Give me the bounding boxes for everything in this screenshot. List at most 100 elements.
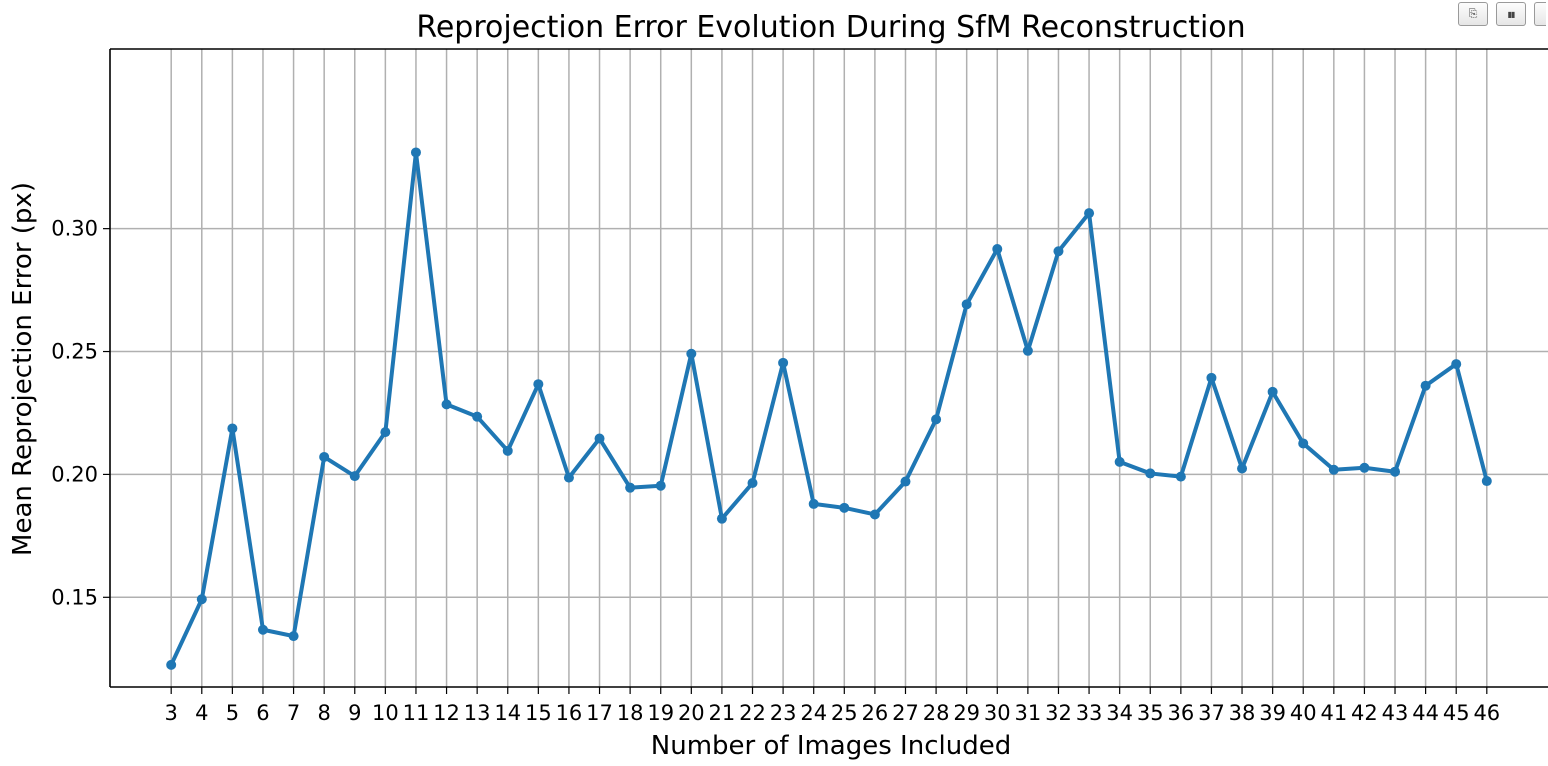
x-tick-label: 37: [1198, 701, 1225, 725]
figure-toolbar: ⎘ ▮▮: [1458, 2, 1546, 26]
data-point: [349, 471, 360, 482]
x-tick-label: 23: [770, 701, 797, 725]
x-tick-label: 8: [317, 701, 330, 725]
axes: [103, 48, 1548, 694]
chart-icon: ▮▮: [1507, 9, 1516, 19]
x-tick-label: 40: [1290, 701, 1317, 725]
series-line: [169, 150, 1489, 667]
x-tick-label: 17: [586, 701, 613, 725]
x-tick-label: 11: [403, 701, 430, 725]
data-point: [1145, 468, 1156, 479]
x-tick-label: 28: [923, 701, 950, 725]
x-tick-label: 30: [984, 701, 1011, 725]
data-point: [1420, 380, 1431, 391]
x-tick-label: 44: [1412, 701, 1439, 725]
y-tick-label: 0.20: [51, 462, 98, 486]
x-axis-label: Number of Images Included: [651, 731, 1011, 761]
data-point: [716, 513, 727, 524]
data-point: [778, 357, 789, 368]
x-tick-label: 20: [678, 701, 705, 725]
x-tick-label: 29: [953, 701, 980, 725]
x-tick-label: 18: [617, 701, 644, 725]
y-tick-label: 0.30: [51, 217, 98, 241]
x-tick-label: 35: [1137, 701, 1164, 725]
x-tick-label: 38: [1229, 701, 1256, 725]
x-tick-label: 32: [1045, 701, 1072, 725]
x-tick-label: 4: [195, 701, 208, 725]
x-tick-label: 5: [226, 701, 239, 725]
data-point: [1114, 456, 1125, 467]
data-point: [1359, 462, 1370, 473]
x-tick-label: 27: [892, 701, 919, 725]
data-point: [1451, 359, 1462, 370]
data-point: [166, 659, 177, 670]
x-tick-label: 19: [647, 701, 674, 725]
x-tick-label: 13: [464, 701, 491, 725]
data-point: [625, 482, 636, 493]
x-tick-label: 7: [287, 701, 300, 725]
data-point: [410, 147, 421, 158]
data-point: [655, 480, 666, 491]
data-point: [992, 244, 1003, 255]
chart-title: Reprojection Error Evolution During SfM …: [416, 10, 1245, 45]
x-tick-label: 6: [256, 701, 269, 725]
data-point: [839, 502, 850, 513]
more-button[interactable]: [1534, 2, 1546, 26]
x-tick-label: 21: [709, 701, 736, 725]
x-tick-label: 26: [862, 701, 889, 725]
x-tick-label: 3: [165, 701, 178, 725]
x-tick-label: 42: [1351, 701, 1378, 725]
data-point: [288, 631, 299, 642]
x-tick-label: 12: [433, 701, 460, 725]
data-point: [594, 433, 605, 444]
x-tick-label: 41: [1320, 701, 1347, 725]
data-point: [533, 379, 544, 390]
series-layer: [166, 147, 1492, 670]
data-point: [1328, 464, 1339, 475]
x-tick-label: 10: [372, 701, 399, 725]
x-tick-label: 33: [1076, 701, 1103, 725]
x-tick-label: 25: [831, 701, 858, 725]
x-tick-label: 39: [1259, 701, 1286, 725]
y-tick-label: 0.15: [51, 585, 98, 609]
x-tick-label: 46: [1473, 701, 1500, 725]
data-point: [1481, 476, 1492, 487]
data-point: [686, 348, 697, 359]
x-tick-label: 9: [348, 701, 361, 725]
data-point: [502, 445, 513, 456]
data-point: [1175, 471, 1186, 482]
y-tick-label: 0.25: [51, 340, 98, 364]
data-point: [1390, 466, 1401, 477]
data-point: [1022, 345, 1033, 356]
x-tick-label: 15: [525, 701, 552, 725]
data-point: [257, 624, 268, 635]
data-point: [441, 399, 452, 410]
x-tick-label: 34: [1106, 701, 1133, 725]
data-point: [196, 594, 207, 605]
x-tick-label: 36: [1167, 701, 1194, 725]
y-axis-label: Mean Reprojection Error (px): [8, 182, 38, 556]
data-point: [808, 498, 819, 509]
data-point: [961, 299, 972, 310]
x-tick-label: 45: [1443, 701, 1470, 725]
data-point: [1053, 246, 1064, 257]
x-tick-labels: 3 4 5 6 7 8 9 10 11 12 13 14 15 16 17 18 19 20 21 22 23 24 25 2…: [165, 701, 1501, 725]
data-point: [869, 509, 880, 520]
data-point: [1267, 386, 1278, 397]
copy-icon: ⎘: [1468, 7, 1478, 20]
data-point: [563, 472, 574, 483]
data-point: [227, 423, 238, 434]
chart-button[interactable]: ▮▮: [1496, 2, 1526, 26]
copy-button[interactable]: ⎘: [1458, 2, 1488, 26]
data-point: [472, 411, 483, 422]
x-tick-label: 43: [1382, 701, 1409, 725]
x-tick-label: 14: [494, 701, 521, 725]
data-point: [319, 451, 330, 462]
data-point: [1298, 438, 1309, 449]
data-point: [380, 427, 391, 438]
grid: [110, 49, 1548, 687]
data-point: [900, 476, 911, 487]
x-tick-label: 22: [739, 701, 766, 725]
data-point: [1084, 208, 1095, 219]
